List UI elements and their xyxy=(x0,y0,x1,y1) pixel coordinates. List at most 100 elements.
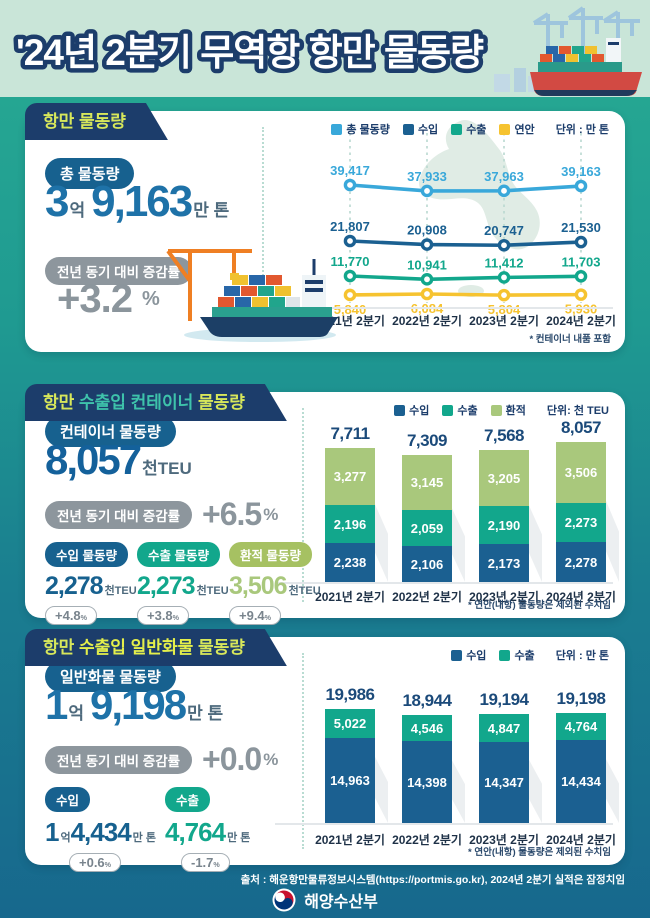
chart2-legend: 수입 수출 환적 단위: 천 TEU xyxy=(394,402,609,418)
export-badge: 수출 xyxy=(165,787,211,812)
yoy-row: 전년 동기 대비 증감률 +0.0% xyxy=(45,741,278,778)
chart1-footnote: * 컨테이너 내품 포함 xyxy=(529,334,611,345)
bar: 7,711 3,277 2,196 2,238 xyxy=(325,424,375,582)
container-ship-illustration xyxy=(166,249,338,342)
divider-dotted xyxy=(302,653,304,849)
svg-text:39,163: 39,163 xyxy=(561,164,601,179)
bar: 8,057 3,506 2,273 2,278 xyxy=(556,418,606,582)
yoy-badge: 전년 동기 대비 증감률 xyxy=(45,257,193,285)
legend-swatch-export xyxy=(451,123,463,135)
legend-label-export: 수출 xyxy=(514,650,535,662)
bar: 18,944 4,546 14,398 xyxy=(402,691,452,823)
svg-text:20,908: 20,908 xyxy=(407,223,447,238)
legend-swatch-import xyxy=(402,123,414,135)
chart1-legend: 총 물동량 수입 수출 연안 단위 : 만 톤 xyxy=(331,121,609,137)
port-cranes-ship-illustration xyxy=(494,6,642,96)
svg-text:37,933: 37,933 xyxy=(407,169,447,184)
line-chart-svg: 39,417 37,933 37,963 39,163 21,807 20,908 20,7… xyxy=(330,120,601,317)
divider-dotted xyxy=(302,408,304,602)
legend-swatch-export xyxy=(499,649,511,661)
ministry-name: 해양수산부 xyxy=(304,894,378,911)
legend-swatch-import xyxy=(451,649,463,661)
bar-chart-1: 7,711 3,277 2,196 2,238 7,309 3,145 2,059 2,106… xyxy=(25,392,625,618)
taegeuk-logo-icon xyxy=(272,888,296,912)
svg-text:5,840: 5,840 xyxy=(334,302,367,317)
legend-label-import: 수입 xyxy=(417,124,439,136)
bar-total-label: 19,198 xyxy=(556,689,607,708)
chart1-axis-line xyxy=(275,307,613,309)
svg-text:21,807: 21,807 xyxy=(330,219,370,234)
transship-delta: +9.4% xyxy=(229,606,282,625)
general-cargo-badge: 일반화물 물동량 xyxy=(45,661,176,692)
section3-title-part1: 항만 xyxy=(43,638,80,657)
transship-volume-badge: 환적 물동량 xyxy=(229,542,312,567)
chart2-footnote: * 연안(내항) 물동량은 제외된 수치임 xyxy=(468,600,611,611)
page-title: '24년 2분기 무역항 항만 물동량 xyxy=(12,28,490,78)
total-volume-value: 3 억 9,163 만 톤 xyxy=(45,177,230,226)
export-delta: -1.7% xyxy=(181,853,230,872)
section2-title-part3: 물동량 xyxy=(193,393,245,412)
bar-total-label: 7,568 xyxy=(483,426,525,445)
import-delta: +4.8% xyxy=(45,606,98,625)
container-volume-badge: 컨테이너 물동량 xyxy=(45,416,176,447)
import-volume-badge: 수입 물동량 xyxy=(45,542,128,567)
crane-icon xyxy=(166,249,252,321)
substat-export: 수출 물동량 2,273 천TEU +3.8% xyxy=(137,542,229,625)
bar-total-label: 19,194 xyxy=(479,690,530,709)
substat-import: 수입 물동량 2,278 천TEU +4.8% xyxy=(45,542,137,625)
source-note: 출처 : 해운항만물류정보시스템(https://portmis.go.kr),… xyxy=(240,874,625,886)
chart3-legend: 수입 수출 단위 : 만 톤 xyxy=(451,647,609,663)
import-badge: 수입 xyxy=(45,787,91,812)
legend-swatch-total xyxy=(331,123,343,135)
svg-text:37,963: 37,963 xyxy=(484,169,524,184)
section3-title-banner: 항만 수출입 일반화물 물동량 xyxy=(25,629,287,666)
legend-swatch-import xyxy=(394,404,406,416)
section1-title-banner: 항만 물동량 xyxy=(25,103,168,140)
section-container-volume: 항만 수출입 컨테이너 물동량 수입 수출 환적 단위: 천 TEU 컨테이너 … xyxy=(25,392,625,625)
legend-label-coastal: 연안 xyxy=(514,124,535,136)
import-delta: +0.6% xyxy=(69,853,122,872)
section2-title-part2: 수출입 컨테이너 xyxy=(79,393,194,412)
chart2-unit-label: 단위: 천 TEU xyxy=(546,405,609,417)
svg-text:11,703: 11,703 xyxy=(561,254,600,269)
bar: 7,568 3,205 2,190 2,173 xyxy=(479,426,529,582)
legend-label-export: 수출 xyxy=(457,405,478,417)
section1-title: 항만 물동량 xyxy=(43,112,126,131)
general-cargo-value: 1 억 9,198 만 톤 xyxy=(45,681,224,728)
substat-import: 수입 1 억 4,434 만 톤 +0.6% xyxy=(45,787,156,872)
section-general-cargo-volume: 항만 수출입 일반화물 물동량 수입 수출 단위 : 만 톤 일반화물 물동량 … xyxy=(25,637,625,872)
bar: 7,309 3,145 2,059 2,106 xyxy=(402,431,452,582)
bar-total-label: 7,309 xyxy=(406,431,448,450)
legend-label-import: 수입 xyxy=(409,405,430,417)
yoy-badge: 전년 동기 대비 증감률 xyxy=(45,500,193,529)
legend-swatch-coastal xyxy=(499,123,511,135)
ship-body xyxy=(200,259,338,337)
yoy-badge: 전년 동기 대비 증감률 xyxy=(45,745,193,774)
section3-title-part3: 물동량 xyxy=(193,638,245,657)
cargo-ship-icon xyxy=(530,38,642,96)
container-volume-value: 8,057 천TEU xyxy=(45,436,192,483)
legend-label-export: 수출 xyxy=(466,124,487,136)
yoy-row: 전년 동기 대비 증감률 +6.5% xyxy=(45,496,278,533)
svg-text:5,804: 5,804 xyxy=(488,302,521,317)
chart3-unit-label: 단위 : 만 톤 xyxy=(555,650,609,662)
total-volume-badge: 총 물동량 xyxy=(45,158,135,189)
legend-label-total: 총 물동량 xyxy=(346,124,390,136)
bar-chart-2: 19,986 5,022 14,963 18,944 4,546 14,398 19,194… xyxy=(25,637,625,865)
svg-text:20,747: 20,747 xyxy=(484,223,524,238)
svg-text:5,930: 5,930 xyxy=(565,302,598,317)
legend-label-transship: 환적 xyxy=(505,405,526,417)
chart3-axis-line xyxy=(275,823,613,825)
chart2-axis-line xyxy=(275,582,613,584)
substat-transship: 환적 물동량 3,506 천TEU +9.4% xyxy=(229,542,321,625)
legend-swatch-export xyxy=(442,404,454,416)
bar: 19,198 4,764 14,434 xyxy=(556,689,606,823)
ministry-logo-row: 해양수산부 xyxy=(0,888,650,912)
yoy-value: +3.2% xyxy=(57,277,160,321)
substat-export: 수출 4,764 만 톤 -1.7% xyxy=(165,787,250,872)
legend-swatch-transship xyxy=(490,404,502,416)
bar-total-label: 7,711 xyxy=(330,424,370,443)
svg-text:21,530: 21,530 xyxy=(561,220,601,235)
